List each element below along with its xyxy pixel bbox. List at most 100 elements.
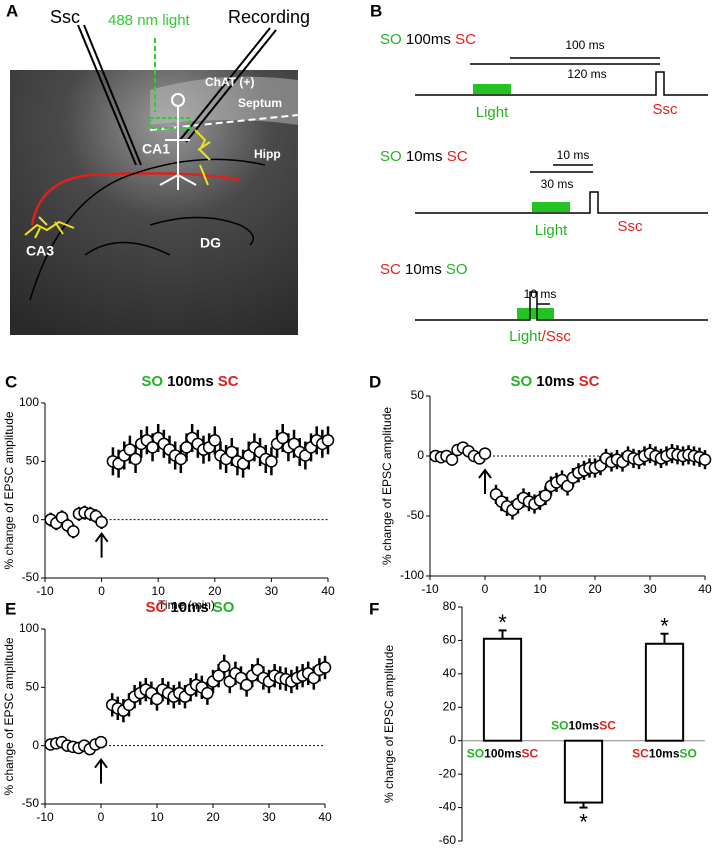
y-tick-label: -60 [439, 833, 457, 847]
data-point [123, 443, 137, 456]
x-tick-label: -10 [36, 584, 54, 598]
data-point [225, 445, 239, 459]
x-tick-label: SC10msSO [632, 747, 697, 761]
chart-title: SO 10ms SC [511, 373, 600, 390]
text-part: 10ms [170, 599, 208, 616]
panel-label: A [6, 1, 18, 20]
label: Ssc [50, 7, 80, 27]
text-part: SC [579, 373, 600, 390]
annotation: * [660, 614, 669, 639]
x-tick-label: SO100msSC [467, 747, 539, 761]
panel-label: B [370, 1, 382, 20]
data-point [208, 434, 222, 447]
text-part: 10ms [568, 719, 599, 733]
x-axis-label: Time (min) [158, 598, 215, 612]
label: CA1 [142, 141, 170, 157]
label: DG [200, 235, 221, 251]
y-tick-label: -50 [22, 570, 40, 584]
label: Light/Ssc [509, 328, 571, 345]
y-tick-label: 50 [26, 680, 40, 694]
arrow [94, 532, 109, 558]
data-point [321, 434, 335, 447]
y-tick-label: 0 [32, 512, 39, 526]
text-part: SO [680, 747, 697, 761]
text-part: SC [632, 747, 649, 761]
y-axis-label: % change of EPSC amplitude [2, 411, 16, 569]
x-tick-label: 40 [698, 582, 712, 596]
dg-outline [84, 241, 171, 256]
x-tick-label: 20 [208, 584, 222, 598]
data-point [129, 452, 142, 466]
annotation: * [498, 610, 507, 635]
y-tick-label: -40 [439, 800, 457, 814]
x-tick-label: 0 [98, 584, 105, 598]
y-tick-label: 50 [26, 454, 40, 468]
x-tick-label: 40 [318, 810, 332, 824]
data-point [265, 455, 278, 468]
bar [563, 739, 604, 804]
y-axis-label: % change of EPSC amplitude [380, 407, 394, 565]
label: Hipp [254, 147, 281, 161]
x-tick-label: -10 [421, 582, 439, 596]
chart-title: SC 10ms SO [146, 599, 235, 616]
bar [644, 642, 685, 742]
x-tick-label: SO10msSC [551, 719, 616, 733]
panel-label: C [5, 372, 17, 391]
x-tick-label: 30 [643, 582, 657, 596]
data-point [201, 686, 214, 700]
stim-electrode [77, 24, 137, 166]
light-spot [149, 117, 191, 129]
data-point [318, 661, 332, 674]
label: Recording [228, 7, 310, 27]
diagram-title: SC 10ms SO [380, 261, 468, 278]
rec-electrode [185, 29, 277, 143]
text-part: SO [551, 719, 568, 733]
data-point [276, 431, 289, 445]
label: 488 nm light [108, 12, 191, 29]
x-tick-label: -10 [36, 810, 54, 824]
sc-path [30, 172, 241, 226]
x-tick-label: 0 [482, 582, 489, 596]
data-point [174, 452, 188, 466]
x-tick-label: 20 [206, 810, 220, 824]
label: Septum [238, 96, 282, 110]
hipp-outline [29, 158, 266, 301]
data-point [478, 447, 492, 460]
x-tick-label: 10 [533, 582, 547, 596]
label: Light [535, 222, 568, 239]
y-axis-label: % change of EPSC amplitude [382, 645, 396, 803]
data-point [212, 669, 225, 682]
x-tick-label: 30 [262, 810, 276, 824]
label: CA3 [26, 243, 54, 259]
label: Ssc [617, 218, 643, 235]
x-tick-label: 20 [588, 582, 602, 596]
data-point [180, 441, 193, 454]
y-tick-label: -100 [400, 568, 424, 582]
bar [482, 637, 523, 742]
text-part: SO [467, 747, 484, 761]
y-tick-label: 80 [443, 599, 457, 613]
y-tick-label: -50 [407, 508, 425, 522]
trace [415, 291, 708, 321]
data-point [146, 441, 159, 454]
y-tick-label: 40 [443, 666, 457, 680]
x-tick-label: 30 [265, 584, 279, 598]
y-tick-label: -20 [439, 766, 457, 780]
text-part: SO [141, 373, 163, 390]
y-tick-label: 100 [19, 395, 39, 409]
y-tick-label: 20 [443, 699, 457, 713]
boundary [149, 114, 299, 131]
text-part: 100ms [484, 747, 522, 761]
x-tick-label: 10 [150, 810, 164, 824]
text-part: 100ms [167, 373, 214, 390]
data-point [240, 678, 253, 692]
data-point [539, 489, 552, 502]
text-part: 10ms [649, 747, 680, 761]
neuron [159, 106, 197, 190]
text-part: SC [146, 599, 167, 616]
interval-label: 120 ms [567, 67, 606, 81]
panel-a: A Ssc Recording 488 nm light ChAT (+) Se… [6, 1, 310, 335]
data-point [94, 735, 108, 749]
light-pulse [473, 84, 511, 94]
interval-label: 10 ms [557, 148, 590, 162]
